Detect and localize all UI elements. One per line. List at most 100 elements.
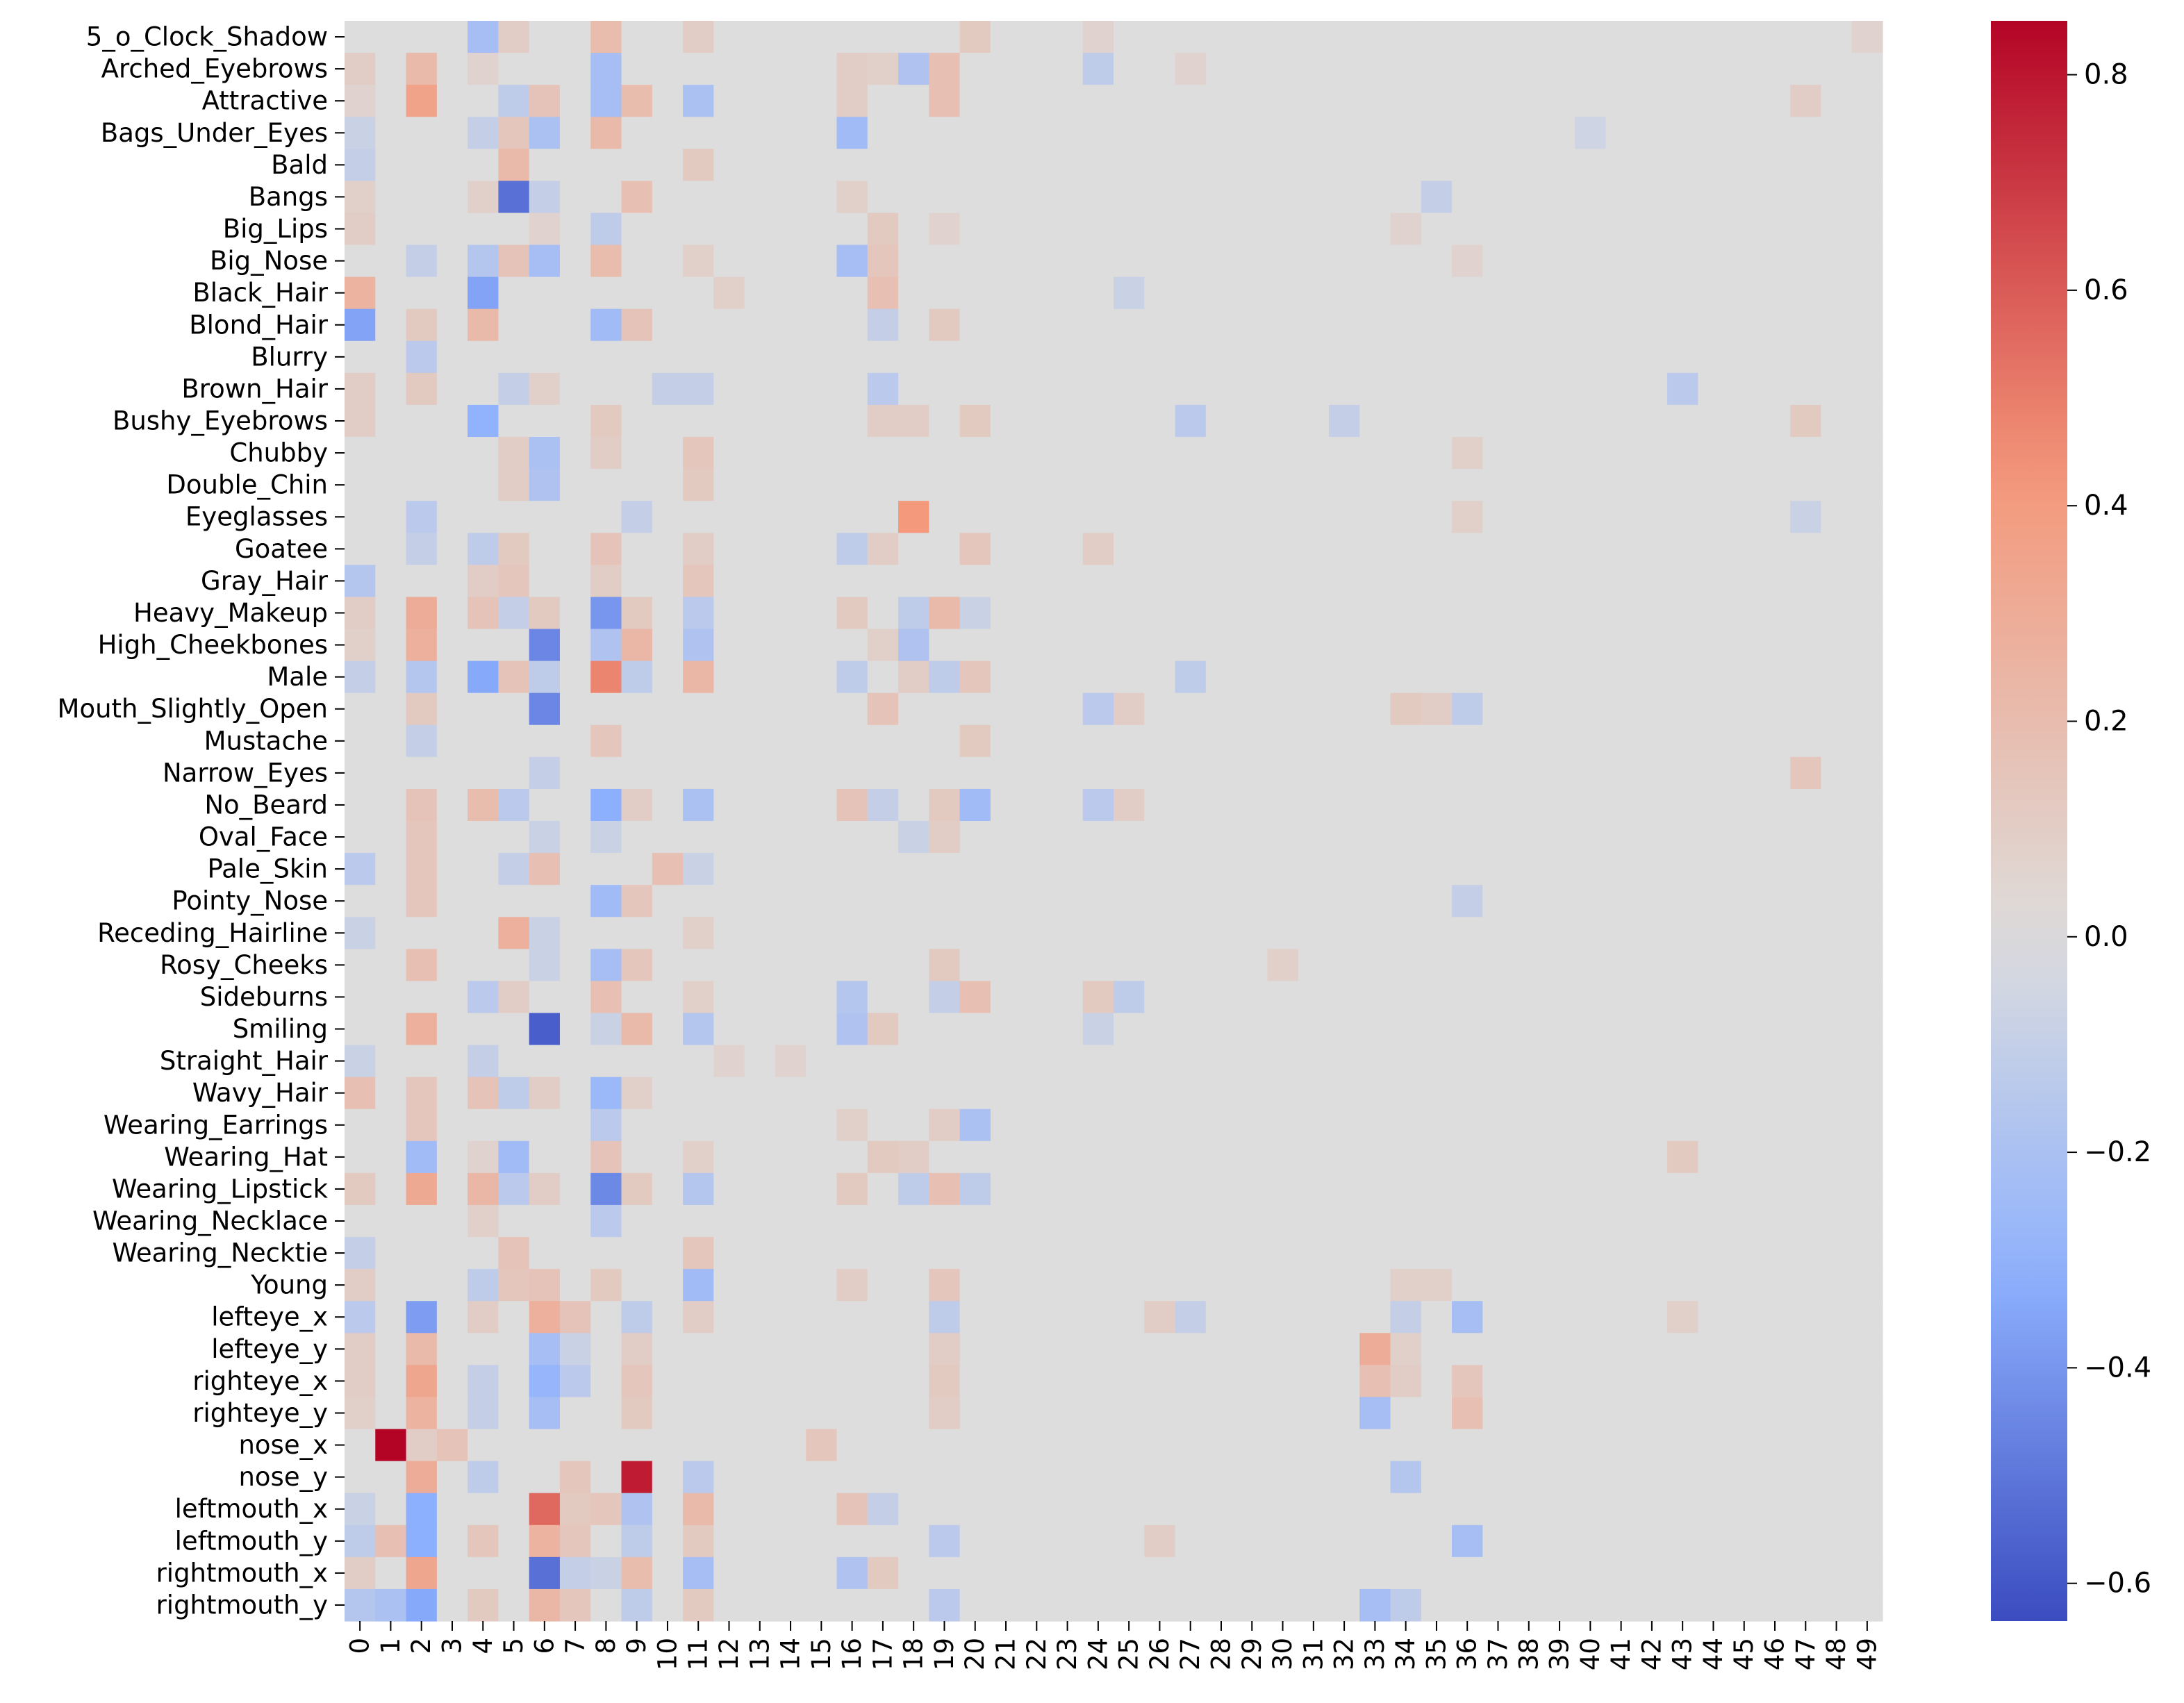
heatmap-cell — [345, 404, 376, 438]
heatmap-cell — [713, 1172, 745, 1206]
heatmap-cell — [1298, 1140, 1330, 1174]
heatmap-cell — [1513, 1525, 1545, 1558]
heatmap-cell — [713, 724, 745, 758]
heatmap-cell — [559, 213, 591, 246]
heatmap-cell — [1328, 244, 1360, 278]
heatmap-cell — [806, 981, 838, 1014]
heatmap-cell — [1851, 21, 1883, 53]
heatmap-cell — [652, 404, 684, 438]
heatmap-cell — [1390, 853, 1422, 886]
heatmap-cell — [1082, 692, 1114, 726]
heatmap-cell — [1298, 181, 1330, 214]
heatmap-cell — [1452, 1045, 1483, 1078]
x-tick-label: 16 — [837, 1638, 867, 1670]
heatmap-cell — [775, 53, 806, 85]
heatmap-cell — [1114, 213, 1145, 246]
heatmap-cell — [1052, 1237, 1084, 1270]
heatmap-cell — [529, 276, 561, 310]
heatmap-cell — [1667, 1556, 1698, 1590]
y-tick-label: Gray_Hair — [201, 566, 329, 596]
heatmap-cell — [436, 629, 468, 662]
heatmap-cell — [621, 1365, 653, 1398]
heatmap-cell — [836, 117, 868, 149]
heatmap-cell — [498, 917, 530, 949]
heatmap-cell — [1205, 308, 1237, 342]
heatmap-cell — [959, 1204, 991, 1238]
heatmap-cell — [621, 821, 653, 854]
heatmap-cell — [990, 1588, 1022, 1622]
heatmap-cell — [559, 372, 591, 406]
heatmap-cell — [867, 469, 899, 501]
heatmap-cell — [436, 1556, 468, 1590]
heatmap-cell — [1421, 1108, 1453, 1142]
heatmap-cell — [529, 1397, 561, 1430]
heatmap-cell — [898, 181, 929, 214]
heatmap-cell — [436, 1301, 468, 1334]
heatmap-cell — [498, 1172, 530, 1206]
heatmap-cell — [1759, 501, 1791, 533]
heatmap-cell — [1667, 213, 1698, 246]
heatmap-cell — [621, 756, 653, 790]
heatmap-cell — [1452, 117, 1483, 149]
heatmap-cell — [345, 244, 376, 278]
heatmap-cell — [1298, 1397, 1330, 1430]
heatmap-cell — [1114, 181, 1145, 214]
heatmap-cell — [1021, 917, 1053, 949]
heatmap-cell — [1052, 1461, 1084, 1494]
heatmap-cell — [1636, 1013, 1668, 1046]
heatmap-cell — [1667, 1588, 1698, 1622]
heatmap-cell — [836, 821, 868, 854]
heatmap-cell — [1390, 1108, 1422, 1142]
heatmap-cell — [436, 1172, 468, 1206]
heatmap-cell — [1021, 213, 1053, 246]
heatmap-cell — [1482, 1493, 1514, 1526]
heatmap-cell — [1205, 1140, 1237, 1174]
heatmap-cell — [898, 629, 929, 662]
heatmap-cell — [1698, 1365, 1730, 1398]
heatmap-cell — [1636, 565, 1668, 598]
heatmap-cell — [559, 1172, 591, 1206]
heatmap-cell — [498, 533, 530, 565]
heatmap-cell — [1544, 181, 1575, 214]
heatmap-cell — [498, 1429, 530, 1462]
heatmap-cell — [590, 85, 622, 117]
heatmap-cell — [529, 1140, 561, 1174]
heatmap-cell — [683, 885, 714, 917]
heatmap-cell — [1359, 213, 1391, 246]
heatmap-cell — [1390, 244, 1422, 278]
heatmap-cell — [806, 949, 838, 981]
heatmap-cell — [436, 853, 468, 886]
heatmap-cell — [1082, 372, 1114, 406]
heatmap-cell — [1421, 1237, 1453, 1270]
y-tick-label: Oval_Face — [199, 822, 328, 852]
heatmap-cell — [1175, 1493, 1207, 1526]
heatmap-cell — [683, 181, 714, 214]
heatmap-cell — [1759, 1077, 1791, 1110]
heatmap-cell — [713, 213, 745, 246]
heatmap-cell — [559, 821, 591, 854]
heatmap-cell — [498, 949, 530, 981]
heatmap-cell — [1267, 533, 1299, 565]
heatmap-cell — [1359, 53, 1391, 85]
heatmap-cell — [1667, 437, 1698, 470]
heatmap-cell — [436, 1397, 468, 1430]
heatmap-cell — [1698, 85, 1730, 117]
heatmap-cell — [1052, 597, 1084, 630]
heatmap-cell — [898, 1013, 929, 1046]
x-tick-label: 17 — [868, 1638, 897, 1670]
heatmap-cell — [1328, 501, 1360, 533]
heatmap-cell — [498, 1461, 530, 1494]
heatmap-cell — [1575, 565, 1607, 598]
heatmap-cell — [806, 372, 838, 406]
heatmap-cell — [590, 981, 622, 1014]
heatmap-cell — [559, 21, 591, 53]
heatmap-cell — [345, 1013, 376, 1046]
heatmap-cell — [621, 1204, 653, 1238]
heatmap-cell — [959, 437, 991, 470]
heatmap-cell — [621, 149, 653, 181]
heatmap-cell — [436, 1108, 468, 1142]
heatmap-cell — [1082, 949, 1114, 981]
heatmap-cell — [1636, 629, 1668, 662]
heatmap-cell — [1236, 724, 1268, 758]
y-tick-label: Blurry — [251, 342, 328, 372]
